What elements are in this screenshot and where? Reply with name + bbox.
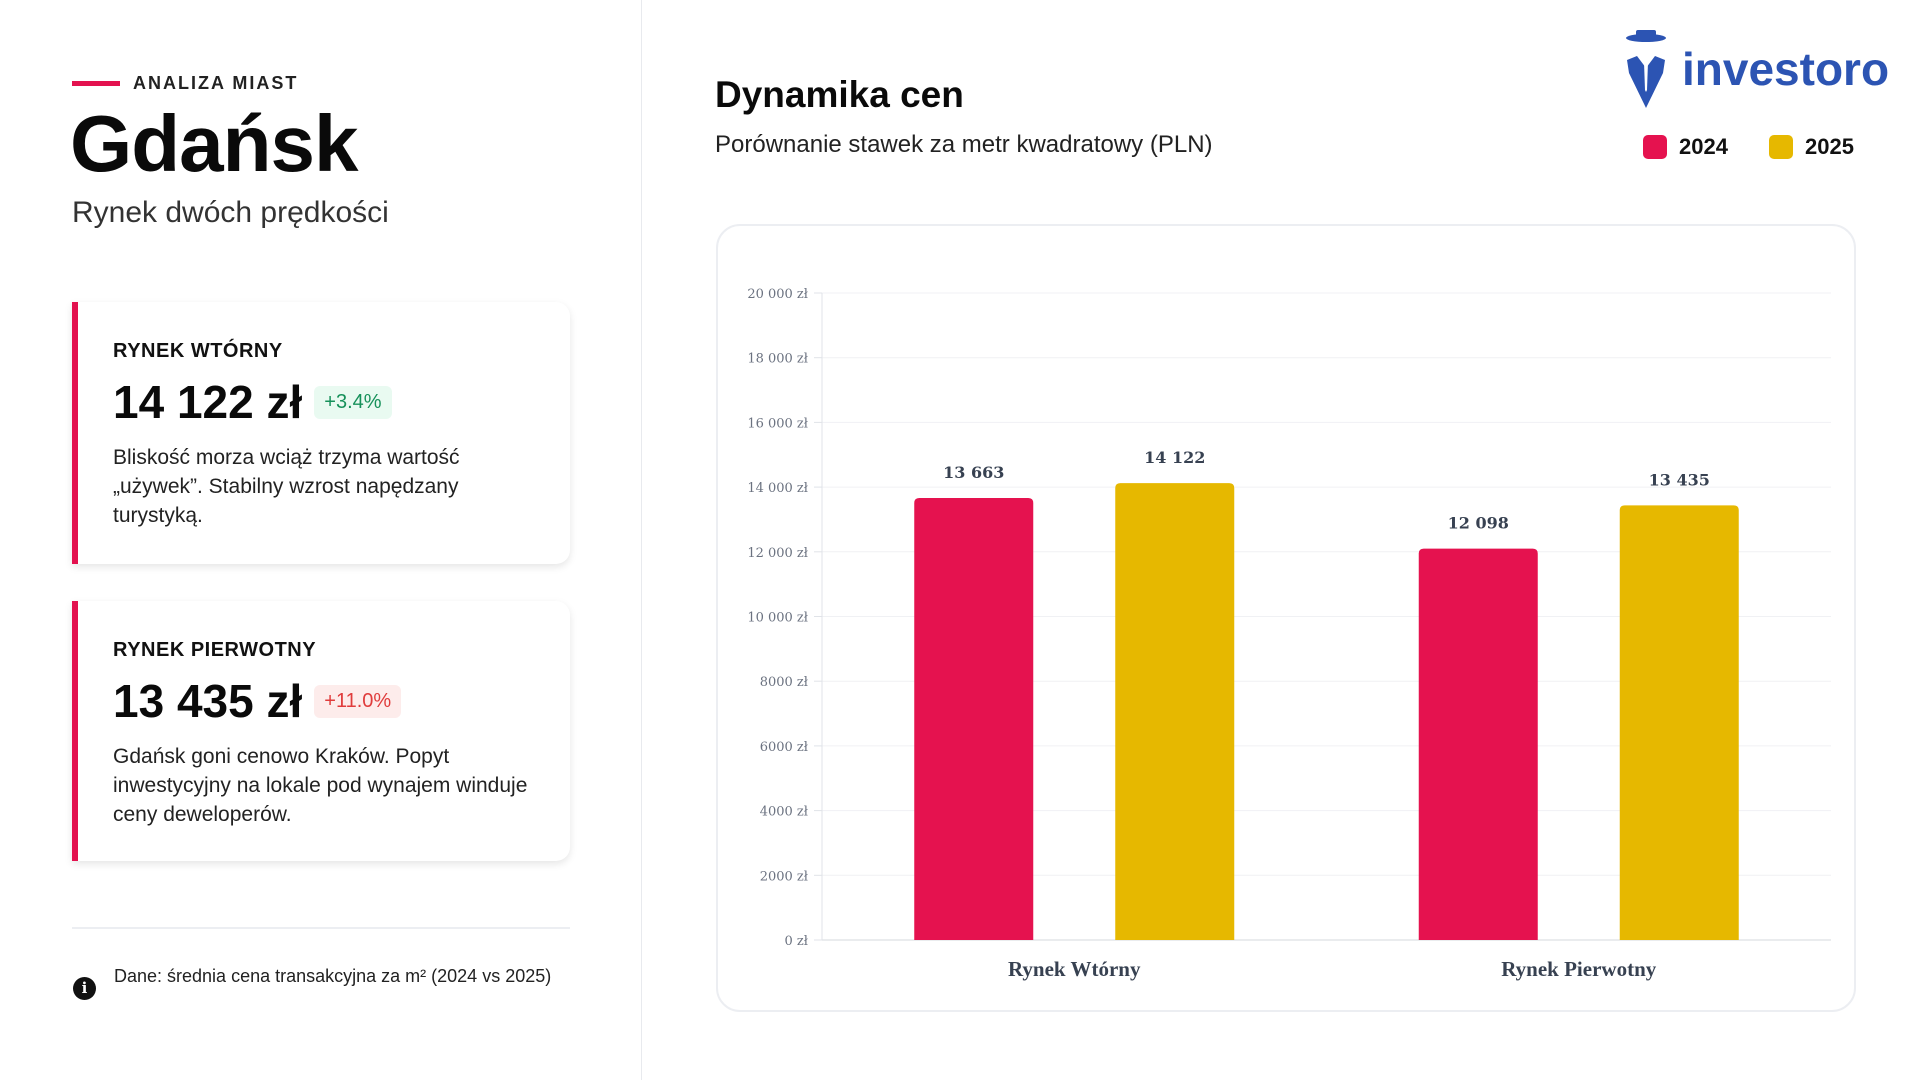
card-description: Bliskość morza wciąż trzyma wartość „uży…	[113, 446, 460, 527]
bar-2025-0	[1115, 483, 1235, 940]
y-tick-label: 18 000 zł	[747, 352, 808, 367]
legend-swatch	[1769, 135, 1793, 159]
x-category-label: Rynek Pierwotny	[1501, 957, 1656, 981]
logo-mascot-icon	[1626, 30, 1666, 108]
data-source-note: Dane: średnia cena transakcyjna za m² (2…	[114, 966, 552, 986]
left-panel: ANALIZA MIAST Gdańsk Rynek dwóch prędkoś…	[0, 0, 642, 1080]
chart-subtitle: Porównanie stawek za metr kwadratowy (PL…	[715, 131, 1213, 158]
bar-value-label: 14 122	[1144, 448, 1205, 467]
y-tick-label: 20 000 zł	[747, 287, 808, 302]
kicker-accent-line	[72, 81, 120, 86]
card-price: 14 122 zł	[113, 376, 303, 428]
city-title: Gdańsk	[70, 99, 358, 188]
bar-value-label: 12 098	[1448, 514, 1509, 533]
chart-title: Dynamika cen	[715, 74, 964, 115]
legend-swatch	[1643, 135, 1667, 159]
y-tick-label: 10 000 zł	[747, 611, 808, 626]
legend-label: 2025	[1805, 134, 1854, 159]
primary-market-card: RYNEK PIERWOTNY 13 435 zł +11.0% Gdańsk …	[72, 601, 570, 861]
info-icon: i	[73, 977, 96, 1000]
y-tick-label: 14 000 zł	[747, 481, 808, 496]
card-label: RYNEK WTÓRNY	[113, 340, 283, 362]
secondary-market-card: RYNEK WTÓRNY 14 122 zł +3.4% Bliskość mo…	[72, 302, 570, 564]
legend-item-2025: 2025	[1769, 134, 1854, 160]
change-badge: +3.4%	[314, 385, 392, 419]
chart-card	[716, 224, 1856, 1012]
y-tick-label: 0 zł	[785, 934, 809, 949]
legend-item-2024: 2024	[1643, 134, 1728, 160]
section-kicker: ANALIZA MIAST	[133, 73, 299, 93]
logo-wordmark: investoro	[1682, 43, 1890, 95]
bar-value-label: 13 663	[943, 463, 1004, 482]
y-tick-label: 8000 zł	[760, 675, 809, 690]
x-category-label: Rynek Wtórny	[1008, 957, 1141, 981]
city-tagline: Rynek dwóch prędkości	[72, 196, 389, 229]
bar-value-label: 13 435	[1649, 470, 1710, 489]
bar-2024-1	[1418, 548, 1538, 940]
y-tick-label: 2000 zł	[760, 869, 809, 884]
card-price: 13 435 zł	[113, 675, 303, 727]
divider	[72, 927, 570, 929]
y-tick-label: 6000 zł	[760, 740, 809, 755]
y-tick-label: 16 000 zł	[747, 416, 808, 431]
y-tick-label: 4000 zł	[760, 805, 809, 820]
card-description: Gdańsk goni cenowo Kraków. Popyt inwesty…	[113, 745, 528, 826]
bar-2024-0	[914, 498, 1034, 940]
change-badge: +11.0%	[314, 684, 402, 718]
y-tick-label: 12 000 zł	[747, 546, 808, 561]
card-label: RYNEK PIERWOTNY	[113, 639, 317, 661]
investoro-logo	[1625, 28, 1875, 113]
bar-2025-1	[1619, 505, 1739, 940]
legend-label: 2024	[1679, 134, 1728, 159]
